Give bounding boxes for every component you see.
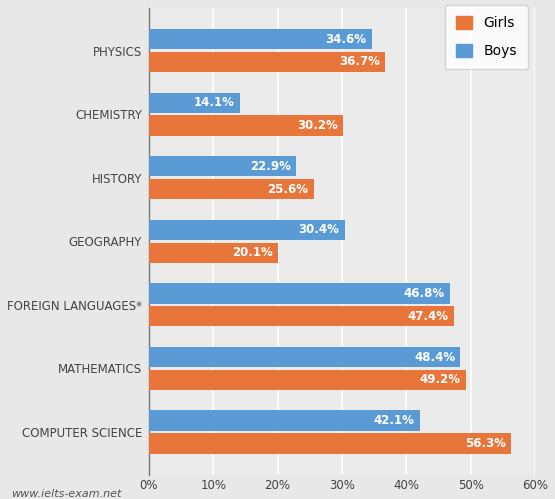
Text: 42.1%: 42.1% [374,414,415,427]
Bar [149,283,450,303]
Bar [149,156,296,177]
Bar [149,29,372,49]
Bar [149,92,240,113]
Bar [149,410,420,431]
Bar [149,433,511,454]
Text: 36.7%: 36.7% [339,55,380,68]
Text: 30.2%: 30.2% [297,119,338,132]
Bar [149,243,278,263]
Text: www.ielts-exam.net: www.ielts-exam.net [11,489,122,499]
Text: 25.6%: 25.6% [268,183,309,196]
Text: 46.8%: 46.8% [404,287,445,300]
Text: 20.1%: 20.1% [233,246,273,259]
Bar [149,347,461,367]
Text: 14.1%: 14.1% [194,96,235,109]
Text: 48.4%: 48.4% [414,350,455,363]
Legend: Girls, Boys: Girls, Boys [445,5,528,69]
Text: 34.6%: 34.6% [325,32,366,45]
Text: 30.4%: 30.4% [299,224,340,237]
Bar [149,370,466,390]
Bar [149,115,343,136]
Text: 56.3%: 56.3% [465,437,506,450]
Bar [149,179,314,199]
Bar [149,306,454,326]
Bar [149,52,385,72]
Text: 47.4%: 47.4% [408,310,449,323]
Text: 49.2%: 49.2% [420,373,461,386]
Bar [149,220,345,240]
Text: 22.9%: 22.9% [250,160,291,173]
